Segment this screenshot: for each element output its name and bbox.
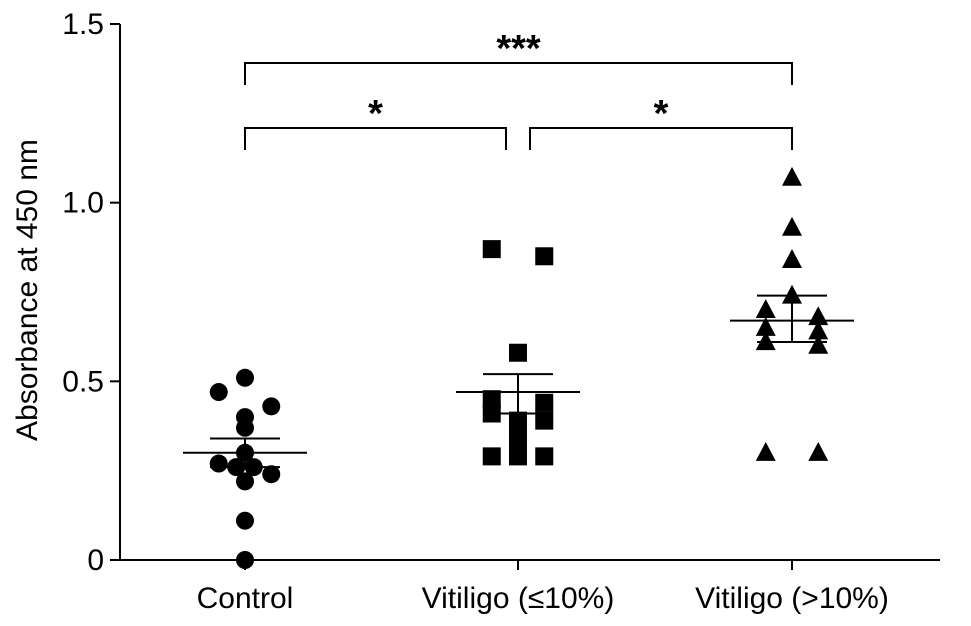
square-point xyxy=(509,411,527,430)
triangle-point xyxy=(808,442,829,461)
significance-bracket xyxy=(529,127,793,150)
y-tick-label: 0 xyxy=(87,544,104,577)
significance-label: * xyxy=(368,93,383,135)
circle-point xyxy=(209,383,228,402)
square-point xyxy=(509,447,527,466)
triangle-point xyxy=(782,249,802,268)
significance-label: *** xyxy=(496,28,541,70)
data-points xyxy=(209,166,829,569)
triangle-point xyxy=(782,166,802,186)
x-tick-label: Control xyxy=(197,582,294,615)
significance-bracket xyxy=(244,127,507,150)
square-point xyxy=(509,429,527,448)
circle-point xyxy=(262,465,281,484)
mean-sem-bars xyxy=(183,294,854,469)
y-tick-label: 1.5 xyxy=(62,8,104,41)
square-point xyxy=(535,411,554,430)
square-point xyxy=(535,447,554,466)
triangle-point xyxy=(782,284,802,304)
significance-label: * xyxy=(654,93,669,135)
triangle-point xyxy=(755,299,776,318)
circle-point xyxy=(209,454,228,473)
square-point xyxy=(535,247,554,266)
y-tick-label: 0.5 xyxy=(62,365,104,398)
circle-point xyxy=(262,397,281,416)
circle-point xyxy=(236,511,254,530)
y-axis-title: Absorbance at 450 nm xyxy=(11,139,44,441)
triangle-point xyxy=(782,216,802,236)
triangle-point xyxy=(755,331,776,351)
triangle-point xyxy=(808,334,829,354)
axes: 0 0.5 1.0 1.5 Control Vitiligo (≤10%) Vitiligo… xyxy=(62,8,940,615)
x-tick-label: Vitiligo (>10%) xyxy=(695,582,889,615)
significance-bracket xyxy=(244,62,793,85)
y-tick-label: 1.0 xyxy=(62,187,104,220)
square-point xyxy=(482,390,501,409)
square-point xyxy=(482,240,501,259)
square-point xyxy=(509,343,527,362)
significance-brackets: **** * xyxy=(244,28,793,150)
triangle-point xyxy=(755,442,776,461)
triangle-point xyxy=(808,320,829,340)
circle-point xyxy=(236,368,254,387)
circle-point xyxy=(236,551,254,569)
triangle-point xyxy=(808,306,829,326)
square-point xyxy=(482,447,501,466)
circle-point xyxy=(236,472,254,491)
square-point xyxy=(535,393,554,412)
circle-point xyxy=(236,408,254,427)
x-tick-label: Vitiligo (≤10%) xyxy=(422,582,615,615)
triangle-point xyxy=(755,316,776,336)
